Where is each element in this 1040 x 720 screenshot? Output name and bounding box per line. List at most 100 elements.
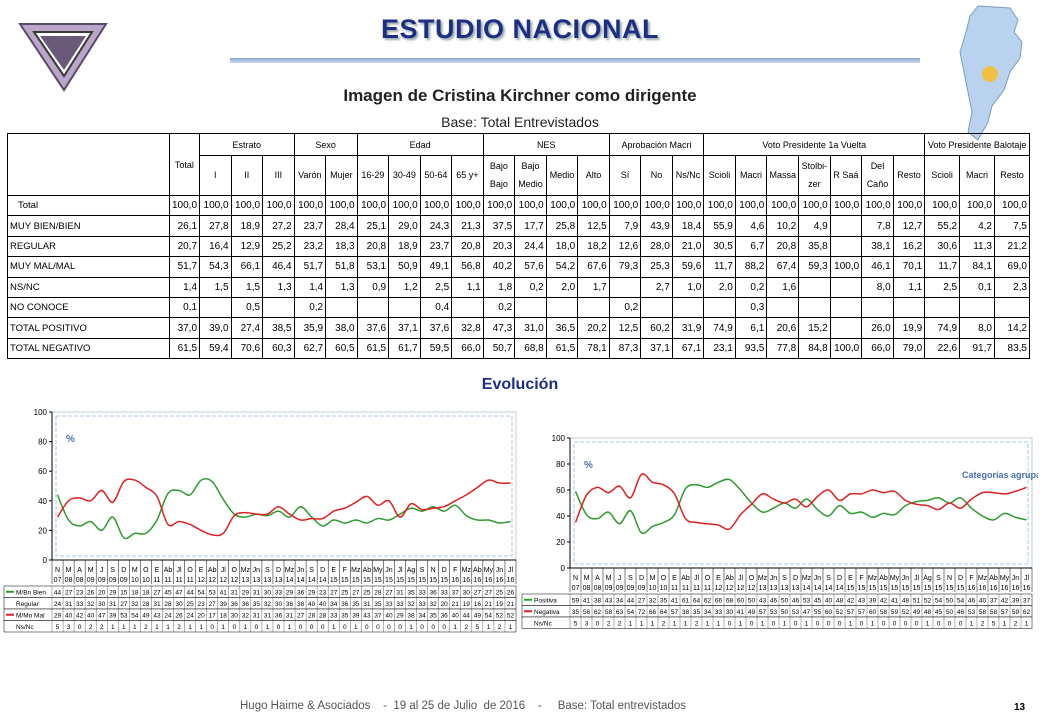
data-label: 35: [253, 601, 261, 608]
data-label: 53: [792, 609, 800, 616]
table-row-label: NS/NC: [7, 276, 170, 298]
data-label: 24: [54, 601, 62, 608]
data-label: 3: [585, 621, 589, 628]
data-label: 0: [299, 624, 303, 631]
table-cell: 77,8: [766, 337, 800, 360]
data-label: 33: [441, 590, 449, 597]
table-cell: 74,9: [703, 317, 736, 339]
table-cell: 100,0: [419, 194, 453, 217]
legend-entry: Regular: [16, 601, 40, 608]
data-label: 1: [706, 621, 710, 628]
series-line-m-bn-bien: [56, 477, 511, 540]
data-label: 0: [310, 624, 314, 631]
chart-annotation: Categorías agrupadas: [962, 470, 1038, 480]
data-label: 33: [418, 601, 426, 608]
data-label: 31: [109, 601, 117, 608]
y-tick-label: 60: [38, 467, 47, 476]
data-label: 48: [924, 609, 932, 616]
data-label: 56: [583, 609, 591, 616]
table-cell: 53,1: [356, 256, 390, 278]
data-label: 52: [496, 613, 504, 620]
x-tick-label-month: S: [826, 575, 831, 582]
data-label: 47: [803, 609, 811, 616]
table-cell: 61,5: [356, 337, 390, 360]
data-label: 42: [1001, 598, 1009, 605]
table-cell: 67,1: [671, 337, 705, 360]
y-tick-label: 20: [38, 526, 47, 535]
data-label: 68: [726, 598, 734, 605]
x-tick-label-month: Ab: [208, 567, 217, 574]
data-label: 28: [308, 613, 316, 620]
x-tick-label-year: 12: [715, 585, 723, 592]
x-tick-label-month: A: [595, 575, 600, 582]
data-label: 51: [913, 598, 921, 605]
table-cell: 67,6: [577, 256, 610, 278]
table-group-header: Edad: [356, 133, 484, 156]
table-cell: 46,4: [262, 256, 295, 278]
table-column-header: Stolbi-zer: [798, 155, 831, 196]
data-label: 38: [594, 598, 602, 605]
table-cell: 35,9: [293, 317, 327, 339]
data-label: 0: [838, 621, 842, 628]
x-tick-label-year: 10: [142, 577, 150, 584]
x-tick-label-year: 08: [65, 577, 73, 584]
table-column-header: Macri: [959, 155, 995, 196]
table-cell: 70,6: [230, 337, 264, 360]
x-tick-label-year: 11: [153, 577, 160, 584]
data-label: 35: [352, 601, 360, 608]
data-label: 29: [54, 613, 62, 620]
x-tick-label-year: 11: [164, 577, 171, 584]
x-tick-label-year: 15: [352, 577, 360, 584]
x-tick-label-month: Mz: [285, 567, 295, 574]
data-label: 0: [387, 624, 391, 631]
x-tick-label-year: 13: [275, 577, 283, 584]
x-tick-label-month: N: [947, 575, 952, 582]
x-tick-label-month: Jl: [738, 575, 744, 582]
data-label: 47: [98, 613, 106, 620]
data-label: 41: [671, 598, 679, 605]
table-cell: 10,2: [766, 215, 800, 237]
x-tick-label-year: 16: [496, 577, 504, 584]
x-tick-label-month: Jn: [814, 575, 822, 582]
data-label: 2: [177, 624, 181, 631]
data-label: 35: [407, 590, 415, 597]
table-cell: 67,4: [766, 256, 800, 278]
x-tick-label-month: E: [331, 567, 336, 574]
data-label: 0: [376, 624, 380, 631]
table-cell: 100,0: [168, 194, 201, 217]
data-label: 33: [76, 601, 84, 608]
table-cell: 2,5: [924, 276, 961, 298]
data-label: 2: [498, 624, 502, 631]
table-cell: 29,0: [388, 215, 421, 237]
data-label: 1: [188, 624, 192, 631]
x-tick-label-year: 16: [507, 577, 515, 584]
evolution-title: Evolución: [481, 376, 559, 393]
x-tick-label-year: 15: [946, 585, 954, 592]
data-label: 37: [374, 613, 382, 620]
x-tick-label-year: 13: [241, 577, 249, 584]
table-cell: 61,7: [388, 337, 421, 360]
data-label: 42: [847, 598, 855, 605]
data-label: 19: [496, 601, 504, 608]
data-label: 54: [935, 598, 943, 605]
data-label: 31: [363, 601, 371, 608]
data-label: 40: [452, 613, 460, 620]
data-label: 20: [441, 601, 449, 608]
table-cell: 62,7: [293, 337, 327, 360]
data-label: 55: [814, 609, 822, 616]
y-tick-label: 80: [556, 460, 565, 469]
table-cell: 22,6: [924, 337, 961, 360]
data-label: 1: [871, 621, 875, 628]
table-title: Imagen de Cristina Kirchner como dirigen…: [343, 86, 697, 105]
table-cell: [199, 296, 232, 319]
data-label: 27: [485, 590, 493, 597]
table-cell: 100,0: [829, 337, 863, 360]
table-cell: [388, 296, 421, 319]
data-label: 27: [153, 590, 161, 597]
table-cell: 21,2: [993, 235, 1031, 258]
data-label: 36: [430, 590, 438, 597]
data-label: 0: [277, 624, 281, 631]
title-divider: [230, 58, 920, 63]
data-label: 28: [319, 613, 327, 620]
x-tick-label-year: 13: [770, 585, 778, 592]
